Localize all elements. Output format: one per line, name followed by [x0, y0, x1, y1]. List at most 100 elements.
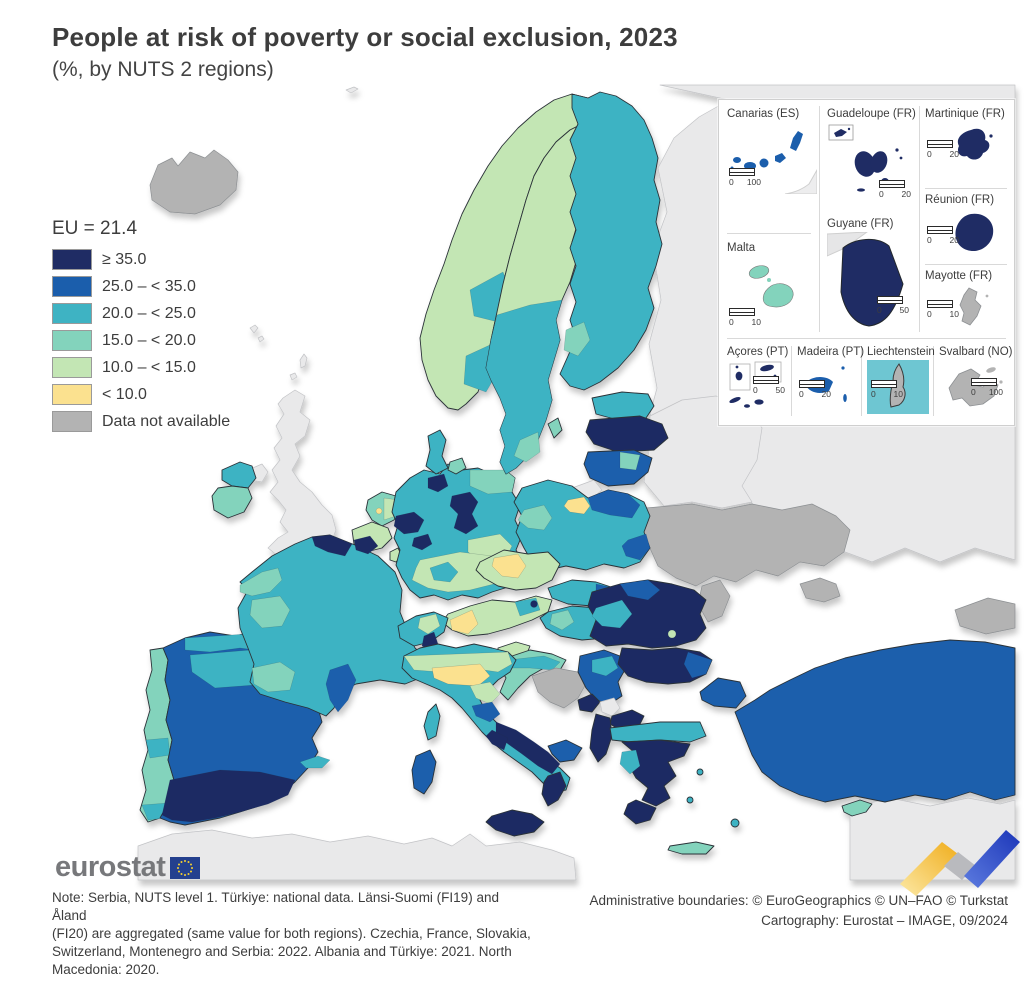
- inset-label: Canarias (ES): [727, 108, 800, 120]
- map-region-se-tip: [513, 431, 541, 463]
- inset-malta-map: [748, 265, 794, 308]
- inset-mayotte-map: [959, 287, 989, 326]
- map-region-estonia: [591, 391, 655, 421]
- legend-label: Data not available: [102, 412, 231, 430]
- map-region-fr-languedoc: [325, 663, 357, 713]
- page-title: People at risk of poverty or social excl…: [52, 22, 678, 52]
- legend-label: 25.0 – < 35.0: [102, 277, 196, 295]
- map-region-de-bavaria-patch: [429, 561, 459, 583]
- map-region-aegean1: [696, 768, 704, 776]
- map-region-it-lazio: [471, 701, 501, 723]
- inset-liechtenstein: Liechtenstein 0 10: [867, 346, 935, 419]
- map-region-de-sachsenanhalt: [449, 491, 479, 535]
- legend-row: < 10.0: [52, 381, 230, 408]
- inset-malta: Malta 0 10: [727, 242, 817, 327]
- inset-mayotte: Mayotte (FR) 0 10: [925, 270, 1009, 341]
- credits: Administrative boundaries: © EuroGeograp…: [589, 893, 1008, 929]
- map-region-pt-lisboa: [145, 737, 171, 759]
- map-region-ireland-n: [221, 461, 257, 489]
- inset-guyane-map: [826, 231, 904, 327]
- map-region-peloponnese: [623, 799, 657, 825]
- map-region-cz-prague: [491, 553, 527, 579]
- map-region-shetland: [289, 353, 308, 381]
- legend-label: ≥ 35.0: [102, 250, 147, 268]
- map-region-thrace: [699, 677, 747, 709]
- map-region-it-campania: [485, 729, 509, 751]
- ribbon-watermark: [900, 830, 1020, 896]
- inset-label: Svalbard (NO): [939, 346, 1013, 358]
- map-region-finland: [559, 91, 663, 391]
- inset-madeira: Madeira (PT) 0 20: [797, 346, 864, 419]
- map-region-fr-aquitaine: [251, 661, 296, 693]
- map-region-sicily: [485, 809, 545, 837]
- map-region-sardinia: [411, 749, 437, 795]
- map-region-albania: [589, 713, 613, 763]
- map-region-fi-sw: [563, 321, 591, 357]
- eurostat-logo: eurostat: [55, 851, 201, 884]
- legend-swatch-c1: [52, 249, 92, 270]
- map-region-greece-north: [609, 721, 707, 743]
- page-subtitle: (%, by NUTS 2 regions): [52, 58, 274, 81]
- map-region-caucasus: [954, 597, 1016, 635]
- legend-label: < 10.0: [102, 385, 147, 403]
- legend-swatch-c6: [52, 384, 92, 405]
- map-region-africa: [137, 829, 577, 881]
- map-region-aegean2: [686, 796, 694, 804]
- map-region-crimea: [799, 577, 841, 603]
- map-region-fr-nord: [311, 534, 353, 557]
- map-region-ukraine: [639, 503, 851, 587]
- eu-flag-icon: [170, 856, 201, 879]
- map-region-es-andalusia: [161, 769, 296, 823]
- map-region-ch-mid: [417, 613, 441, 635]
- map-region-de-cologne: [411, 533, 433, 551]
- legend-swatch-c4: [52, 330, 92, 351]
- inset-martinique: Martinique (FR) 0 20: [925, 108, 1009, 183]
- map-region-ro-west: [591, 599, 633, 629]
- map-region-pl-warsaw: [563, 496, 591, 515]
- inset-label: Liechtenstein: [867, 346, 935, 358]
- inset-martinique-map: [957, 128, 993, 160]
- inset-reunion-map: [955, 213, 994, 252]
- inset-guadeloupe: Guadeloupe (FR) 0 20: [827, 108, 917, 213]
- legend-row: ≥ 35.0: [52, 246, 230, 273]
- inset-label: Açores (PT): [727, 346, 789, 358]
- map-region-pl-se: [621, 533, 651, 561]
- map-region-faroe: [249, 324, 265, 343]
- map-region-kosovo: [599, 697, 621, 717]
- footnote: Note: Serbia, NUTS level 1. Türkiye: nat…: [52, 890, 531, 982]
- map-region-greece-main: [621, 739, 691, 807]
- inset-label: Martinique (FR): [925, 108, 1005, 120]
- map-region-cyprus: [841, 799, 873, 817]
- map-region-janmayen: [345, 86, 359, 94]
- overseas-insets-panel: Canarias (ES) 0 100 Malta: [718, 99, 1015, 426]
- map-region-nl-utrecht: [375, 507, 383, 515]
- legend-row: 25.0 – < 35.0: [52, 273, 230, 300]
- legend-row: 10.0 – < 15.0: [52, 354, 230, 381]
- map-region-bg-ne: [683, 651, 713, 679]
- legend-swatch-c3: [52, 303, 92, 324]
- map-region-rhodes: [730, 818, 740, 828]
- map-region-es-balearics: [299, 755, 331, 769]
- map-region-de-ruhr: [393, 511, 425, 535]
- map-region-denmark: [425, 429, 449, 475]
- map-region-corsica: [423, 703, 441, 741]
- inset-label: Malta: [727, 242, 756, 254]
- map-region-montenegro: [577, 693, 601, 713]
- inset-svalbard-map: [948, 367, 1003, 407]
- map-region-turkey: [734, 639, 1016, 803]
- map-region-lt-east: [619, 451, 641, 471]
- inset-reunion: Réunion (FR) 0 20: [925, 194, 1009, 267]
- legend-label: 15.0 – < 20.0: [102, 331, 196, 349]
- map-region-romania: [587, 579, 707, 649]
- map-region-it-puglia: [547, 739, 583, 763]
- map-region-fr-brittany: [239, 567, 283, 597]
- map-region-fr-loire: [249, 595, 291, 629]
- legend-row: Data not available: [52, 408, 230, 435]
- map-region-de-bremen: [427, 473, 449, 493]
- inset-svalbard: Svalbard (NO) 0 100: [939, 346, 1013, 419]
- map-region-pl-west: [517, 504, 553, 531]
- inset-acores: Açores (PT) 0 50: [727, 346, 789, 419]
- map-region-greece-west: [619, 749, 641, 775]
